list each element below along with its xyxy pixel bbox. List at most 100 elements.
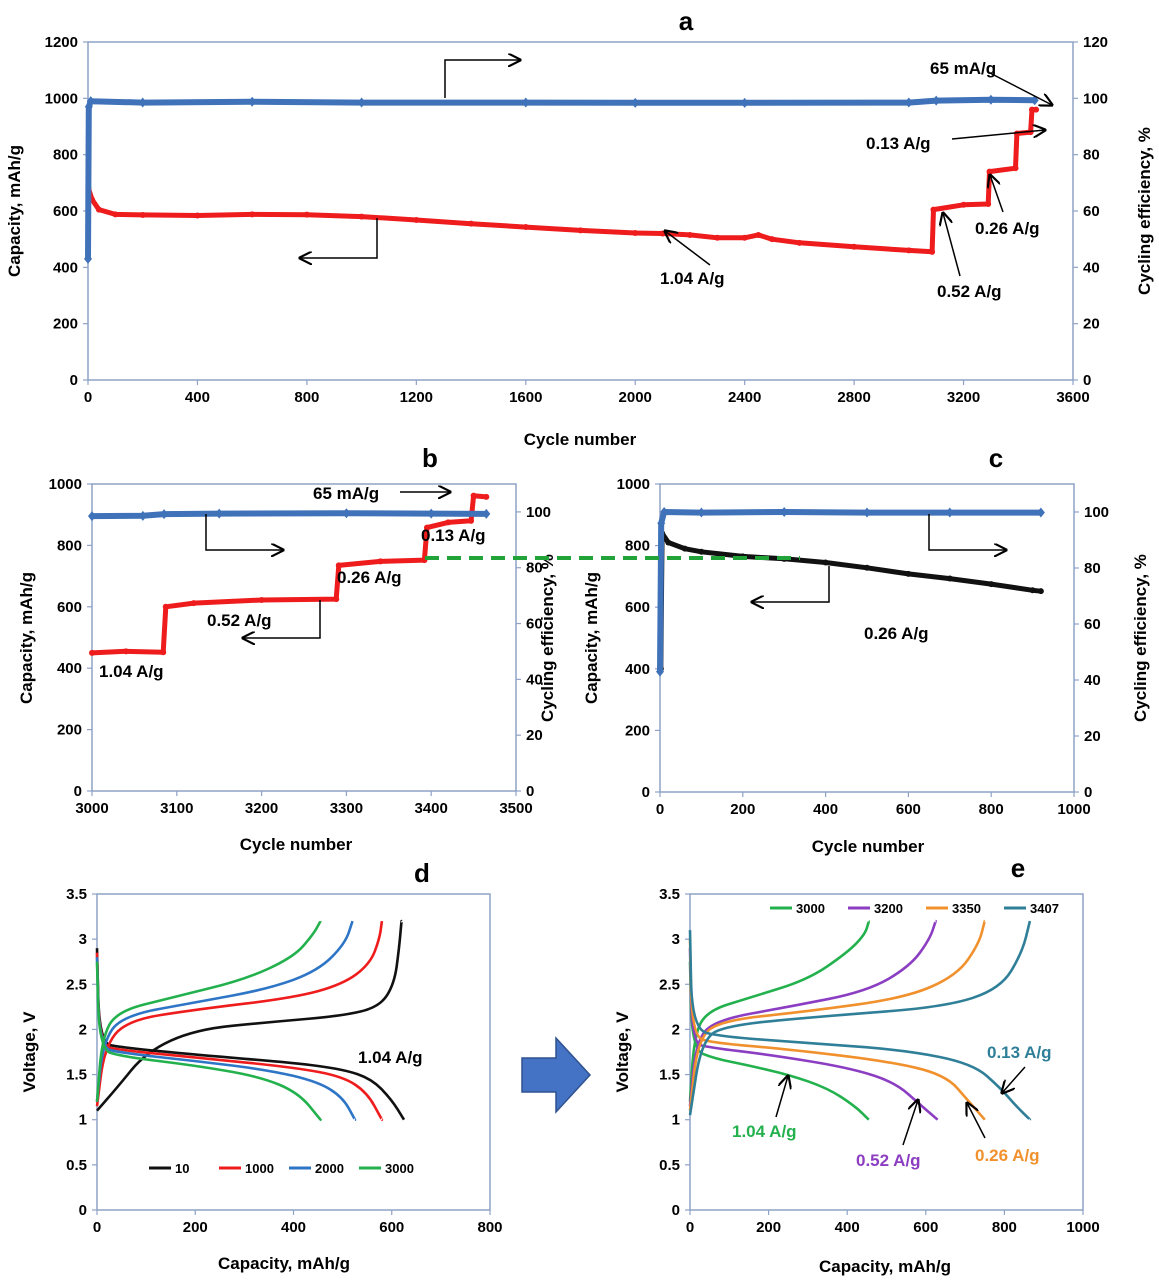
y-tick-label: 2 <box>672 1021 680 1038</box>
annotation-e-026: 0.26 A/g <box>975 1146 1040 1165</box>
y2-tick-label: 60 <box>1084 616 1101 633</box>
series-marker-b-1 <box>88 511 96 522</box>
y2-tick-label: 40 <box>526 671 543 688</box>
series-marker-a-0 <box>985 200 992 207</box>
y-tick-label: 3.5 <box>659 886 680 903</box>
x-tick-label: 1600 <box>509 389 542 406</box>
y-tick-label: 800 <box>57 537 82 554</box>
y-tick-label: 1 <box>79 1112 87 1129</box>
curve-charge-d-10 <box>96 919 403 1112</box>
series-marker-a-1 <box>986 94 995 105</box>
series-marker-a-0 <box>632 229 639 236</box>
x-tick-label: 600 <box>379 1219 404 1236</box>
y2-tick-label: 100 <box>526 504 551 521</box>
series-marker-a-1 <box>138 97 147 108</box>
series-marker-a-0 <box>413 217 420 224</box>
series-marker-a-0 <box>960 201 967 208</box>
series-marker-c-0 <box>698 548 705 555</box>
panel-c: c0 200 400 600 800 10000200400600800100002040… <box>582 443 1150 856</box>
annotation-b-026: 0.26 A/g <box>337 568 402 587</box>
y-tick-label: 200 <box>53 316 78 333</box>
x-axis-label-b: Cycle number <box>240 835 353 854</box>
y-tick-label: 0 <box>79 1202 87 1219</box>
series-marker-a-0 <box>686 231 693 238</box>
y-tick-label: 800 <box>625 538 650 555</box>
annotation-e-052: 0.52 A/g <box>856 1151 921 1170</box>
series-marker-a-0 <box>249 211 256 218</box>
arrow-e-013 <box>1002 1066 1026 1093</box>
panel-label-c: c <box>989 443 1003 473</box>
series-marker-b-0 <box>423 524 430 531</box>
series-marker-a-0 <box>796 239 803 246</box>
arrow-a-efficiency <box>444 60 520 98</box>
y-tick-label: 1 <box>672 1112 680 1129</box>
series-marker-a-0 <box>986 168 993 175</box>
x-tick-label: 200 <box>756 1219 781 1236</box>
series-marker-a-0 <box>1033 106 1040 113</box>
y-tick-label: 1000 <box>49 476 82 493</box>
panel-label-e: e <box>1011 853 1025 883</box>
y-tick-label: 1200 <box>45 34 78 51</box>
series-marker-c-0 <box>864 564 870 571</box>
x-tick-label: 200 <box>730 801 755 818</box>
curve-discharge-e-3407 <box>688 930 1032 1121</box>
y-tick-label: 2 <box>79 1021 87 1038</box>
x-tick-label: 2400 <box>728 389 761 406</box>
y-tick-label: 1.5 <box>66 1067 87 1084</box>
curve-charge-d-2000 <box>95 920 354 1102</box>
y-tick-label: 0 <box>74 783 82 800</box>
y2-tick-label: 40 <box>1084 672 1101 689</box>
series-marker-b-0 <box>377 558 384 565</box>
series-marker-b-0 <box>160 649 167 656</box>
series-marker-c-1 <box>1036 507 1045 518</box>
series-marker-b-0 <box>190 600 197 607</box>
arrow-e-026 <box>967 1103 986 1139</box>
series-marker-a-0 <box>194 212 201 219</box>
x-tick-label: 3200 <box>245 800 278 817</box>
series-marker-a-1 <box>631 97 640 108</box>
annotation-b-052: 0.52 A/g <box>207 611 272 630</box>
plot-frame-e <box>689 893 1084 1211</box>
series-marker-b-1 <box>215 508 224 519</box>
arrow-c-capacity <box>752 566 830 602</box>
series-marker-b-0 <box>258 597 265 604</box>
legend-label-d-10: 10 <box>175 1161 189 1176</box>
annotation-c-026: 0.26 A/g <box>864 624 929 643</box>
y-axis-label-a: Capacity, mAh/g <box>5 145 24 277</box>
y-tick-label: 0 <box>672 1202 680 1219</box>
y2-tick-label: 60 <box>1083 203 1100 220</box>
arrow-e-104 <box>775 1076 788 1118</box>
series-marker-c-1 <box>697 507 706 518</box>
series-marker-c-0 <box>681 545 688 552</box>
series-marker-c-0 <box>905 570 912 577</box>
series-marker-a-1 <box>84 253 92 264</box>
y-tick-label: 800 <box>53 147 78 164</box>
series-marker-c-0 <box>988 581 995 588</box>
y-tick-label: 3 <box>79 931 87 948</box>
x-tick-label: 800 <box>992 1219 1017 1236</box>
series-marker-a-0 <box>1012 165 1019 172</box>
annotation-e-104: 1.04 A/g <box>732 1122 797 1141</box>
x-tick-label: 400 <box>813 801 838 818</box>
curve-charge-e-3350 <box>688 919 987 1111</box>
annotation-a-65ma: 65 mA/g <box>930 59 996 78</box>
series-marker-a-1 <box>357 97 366 108</box>
y2-axis-label-a: Cycling efficiency, % <box>1135 127 1154 295</box>
arrow-a-capacity <box>300 218 378 258</box>
y-tick-label: 600 <box>57 599 82 616</box>
y-tick-label: 200 <box>57 722 82 739</box>
x-tick-label: 3600 <box>1056 389 1089 406</box>
x-tick-label: 3300 <box>330 800 363 817</box>
x-tick-label: 1000 <box>1057 801 1090 818</box>
series-marker-a-0 <box>303 211 310 218</box>
y-tick-label: 0.5 <box>659 1157 680 1174</box>
annotation-e-013: 0.13 A/g <box>987 1043 1052 1062</box>
series-marker-a-1 <box>86 96 95 107</box>
legend-label-e-3000: 3000 <box>796 901 825 916</box>
y2-tick-label: 120 <box>1083 34 1108 51</box>
series-marker-a-0 <box>929 248 936 255</box>
y2-tick-label: 80 <box>1084 560 1101 577</box>
series-marker-c-0 <box>1037 588 1044 595</box>
y-tick-label: 2.5 <box>659 976 680 993</box>
